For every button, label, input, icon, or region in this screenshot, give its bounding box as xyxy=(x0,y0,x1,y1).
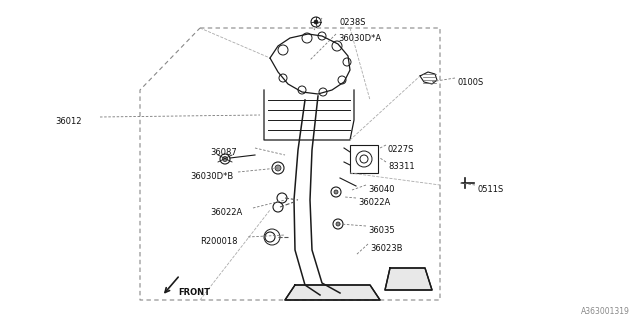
Bar xyxy=(350,145,378,173)
Text: 36022A: 36022A xyxy=(210,208,243,217)
Text: 36022A: 36022A xyxy=(358,198,390,207)
Circle shape xyxy=(223,156,227,162)
Text: 0238S: 0238S xyxy=(340,18,367,27)
Text: 0227S: 0227S xyxy=(388,145,414,154)
Polygon shape xyxy=(285,285,380,300)
Circle shape xyxy=(334,190,338,194)
Text: A363001319: A363001319 xyxy=(581,307,630,316)
Circle shape xyxy=(314,20,318,24)
Text: FRONT: FRONT xyxy=(178,288,210,297)
Text: 36030D*A: 36030D*A xyxy=(338,34,381,43)
Text: 36087: 36087 xyxy=(210,148,237,157)
Text: 36023B: 36023B xyxy=(370,244,403,253)
Text: 0511S: 0511S xyxy=(477,185,503,194)
Text: 0100S: 0100S xyxy=(458,78,484,87)
Circle shape xyxy=(336,222,340,226)
Text: 36012: 36012 xyxy=(55,117,81,126)
Text: 83311: 83311 xyxy=(388,162,415,171)
Circle shape xyxy=(275,165,281,171)
Text: R200018: R200018 xyxy=(200,237,237,246)
Text: 36030D*B: 36030D*B xyxy=(190,172,233,181)
Polygon shape xyxy=(385,268,432,290)
Text: 36035: 36035 xyxy=(368,226,395,235)
Text: 36040: 36040 xyxy=(368,185,394,194)
